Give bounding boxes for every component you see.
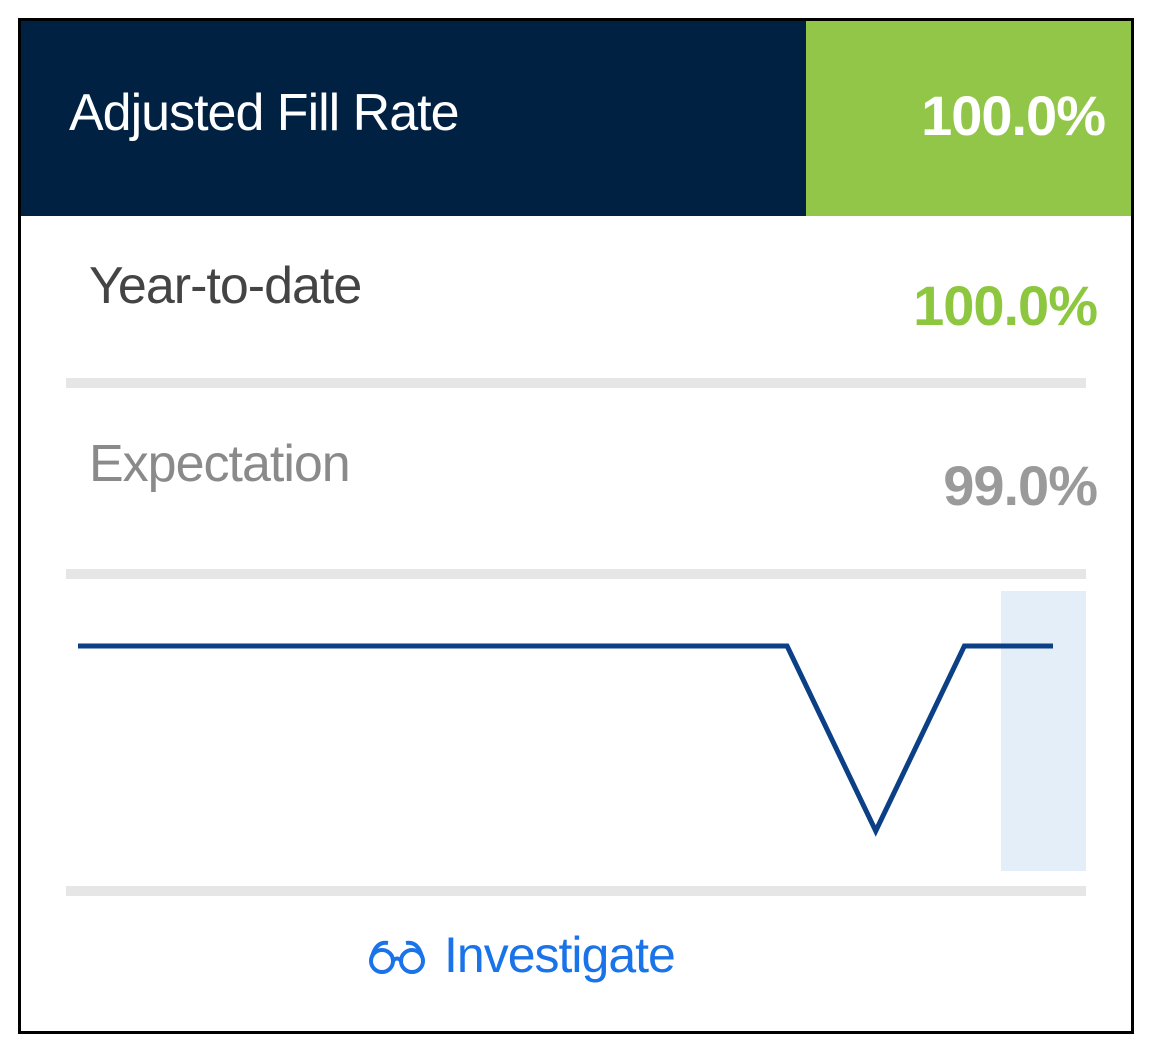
row-value: 99.0% xyxy=(943,454,1098,517)
sparkline xyxy=(78,591,1086,871)
metric-card: Adjusted Fill Rate 100.0% Year-to-date 1… xyxy=(18,18,1134,1034)
divider xyxy=(66,569,1086,579)
highlight-band xyxy=(1001,591,1086,871)
header-value: 100.0% xyxy=(806,21,1131,216)
divider xyxy=(66,378,1086,388)
glasses-icon xyxy=(369,940,425,974)
sparkline-line xyxy=(78,643,1053,837)
divider xyxy=(66,886,1086,896)
row-label: Expectation xyxy=(89,435,351,493)
investigate-link[interactable]: Investigate xyxy=(366,926,676,984)
link-text[interactable]: Investigate xyxy=(444,927,676,983)
row-label: Year-to-date xyxy=(89,257,362,315)
card-header: Adjusted Fill Rate 100.0% xyxy=(21,21,1131,216)
row-value: 100.0% xyxy=(913,274,1098,337)
card-title: Adjusted Fill Rate xyxy=(69,84,460,142)
